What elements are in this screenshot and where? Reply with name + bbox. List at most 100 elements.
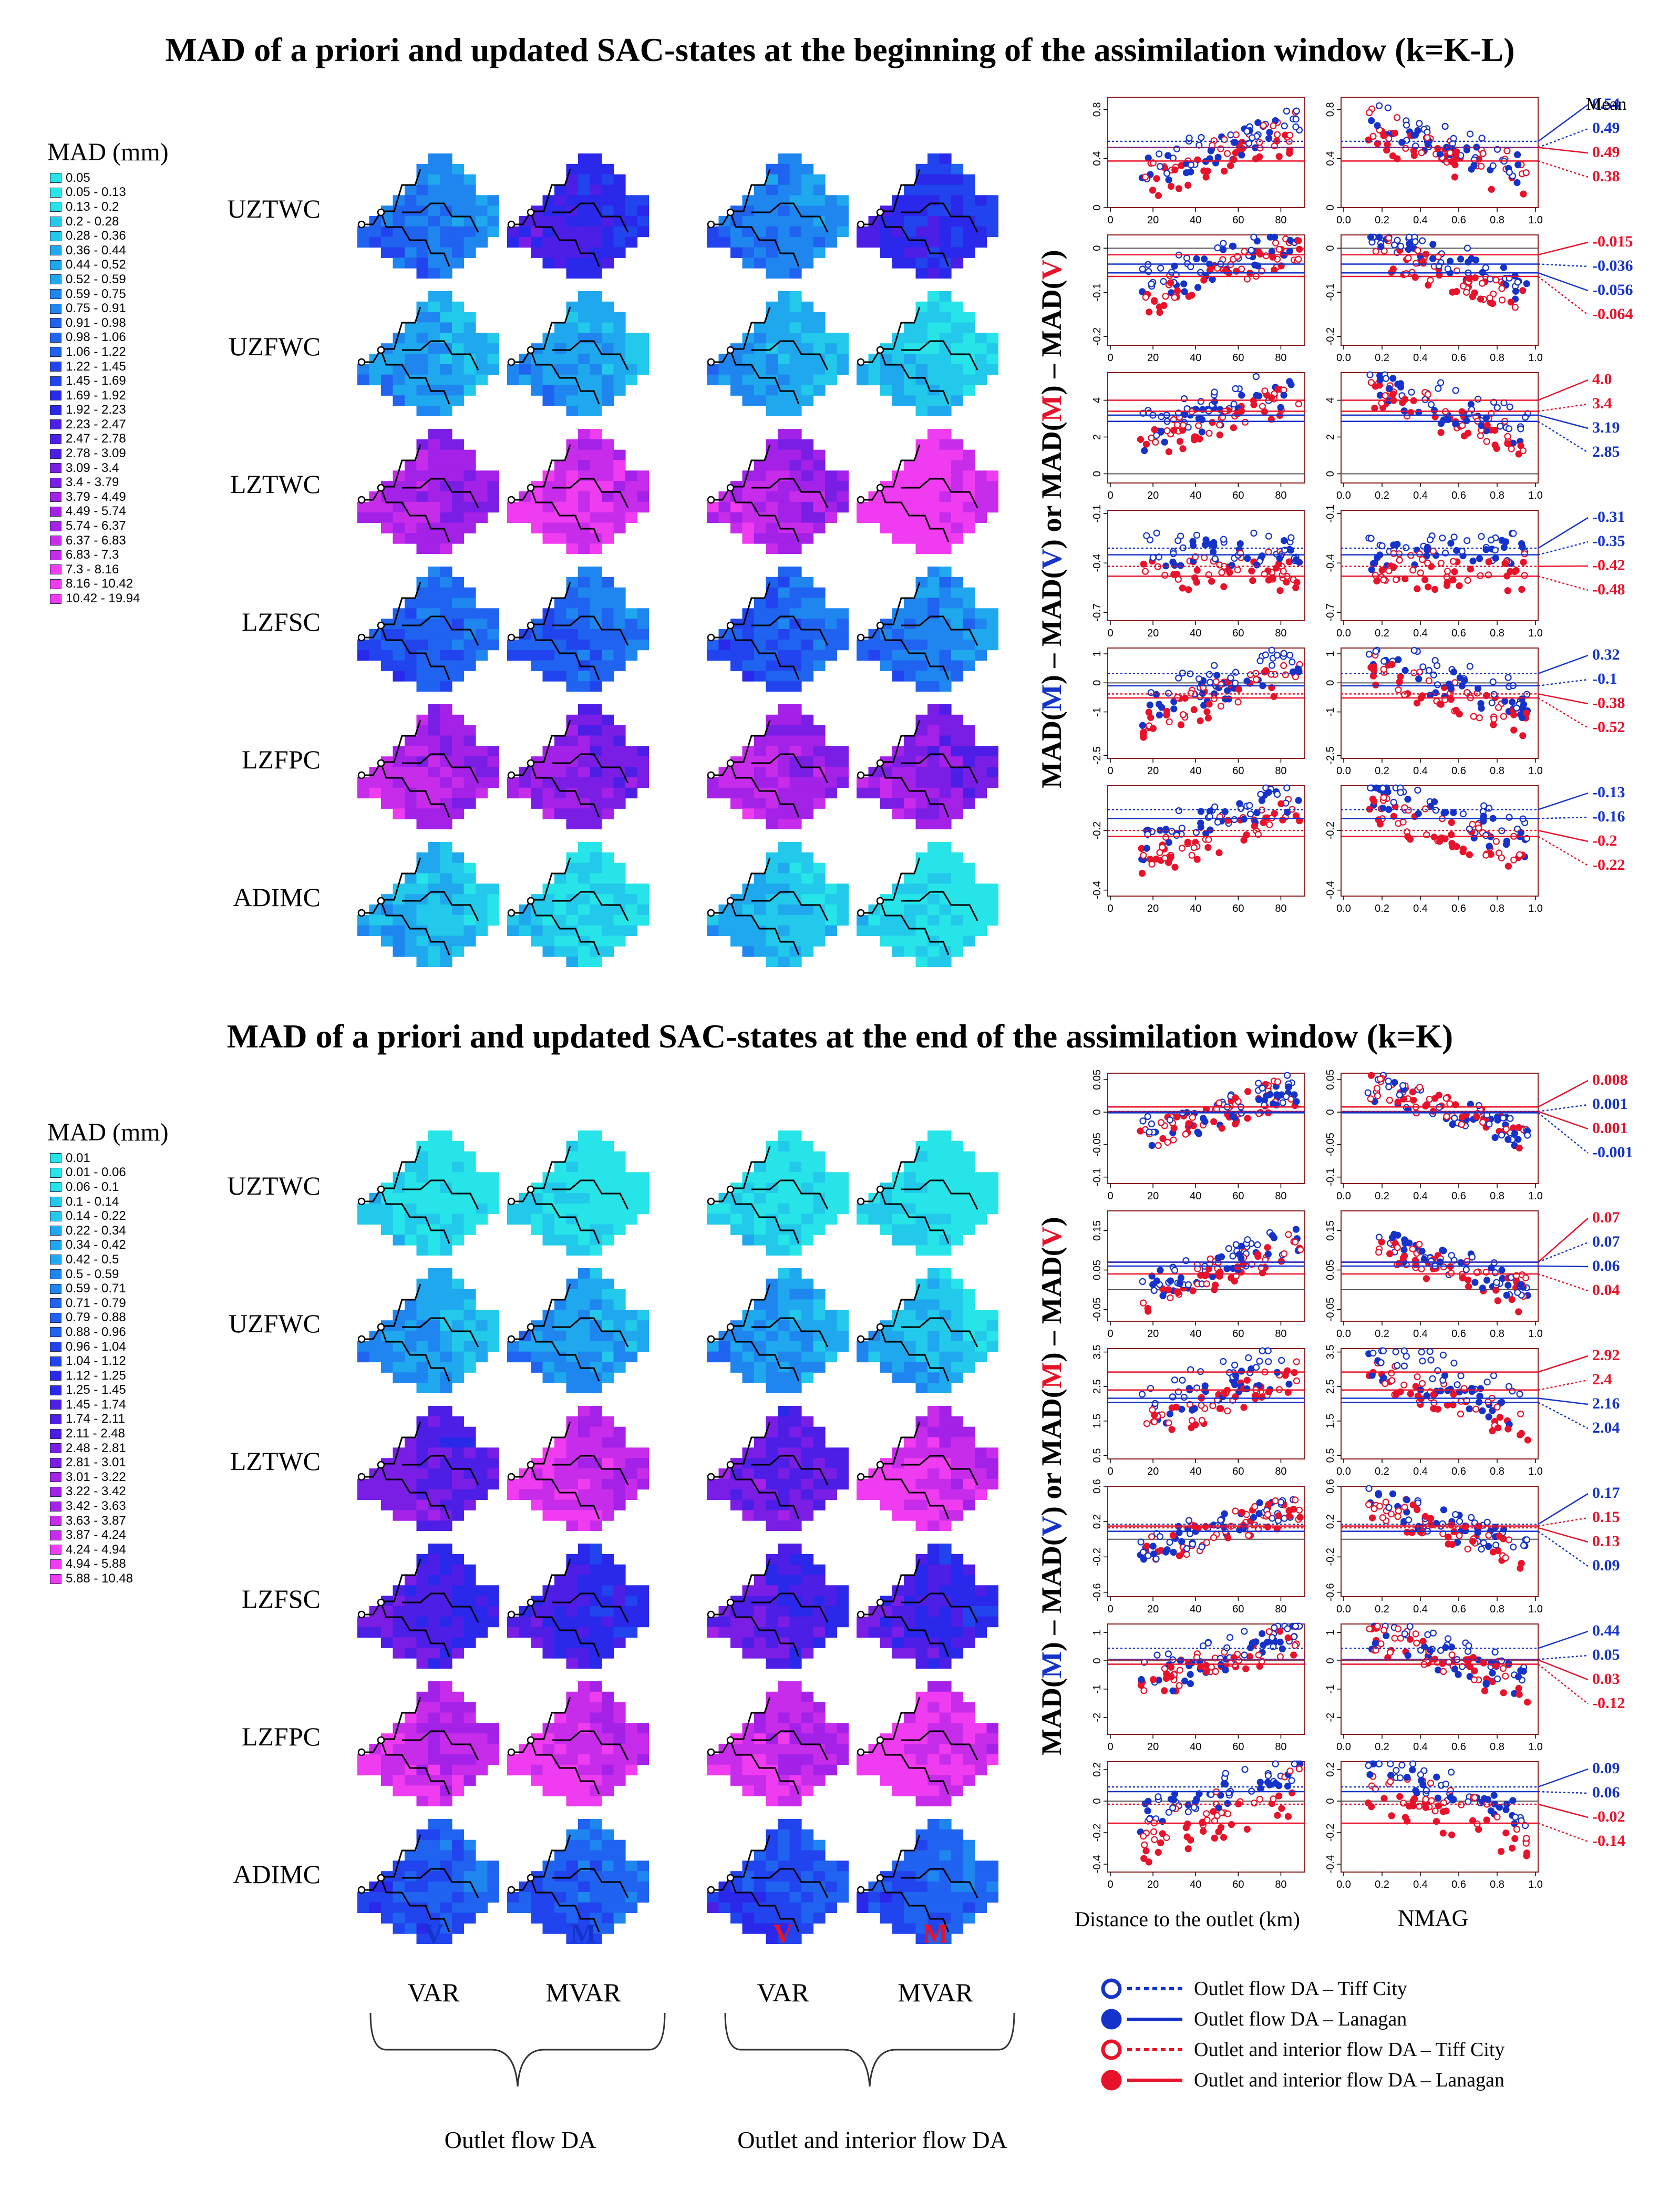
map-cell <box>416 395 429 406</box>
data-point <box>1149 187 1157 194</box>
data-point <box>1238 151 1245 159</box>
map-cell <box>825 226 838 238</box>
map-cell <box>939 364 952 375</box>
map-cell <box>428 354 441 365</box>
river-network <box>711 169 829 267</box>
map-cell <box>801 247 814 258</box>
map-cell <box>789 312 802 323</box>
map-cell <box>939 174 952 186</box>
legend-item: 2.78 - 3.09 <box>50 446 169 461</box>
map-cell <box>357 364 370 375</box>
map-cell <box>789 226 802 238</box>
map-cell <box>590 343 602 354</box>
map-cell <box>440 406 452 416</box>
legend-item: 6.37 - 6.83 <box>50 533 169 548</box>
data-point <box>1292 123 1300 130</box>
map-cell <box>766 216 778 227</box>
map-cell <box>915 216 928 227</box>
map-cell <box>428 374 441 386</box>
legend-swatch <box>50 419 61 430</box>
data-point <box>1275 153 1283 160</box>
map-cell <box>542 374 555 386</box>
map-cell <box>428 237 441 248</box>
river-network <box>511 169 629 267</box>
map-cell <box>742 216 755 227</box>
legend-item: 1.45 - 1.69 <box>50 374 169 388</box>
map-cell <box>554 354 567 365</box>
legend-swatch <box>50 217 61 227</box>
map-cell <box>892 374 904 386</box>
data-point <box>1380 132 1387 139</box>
map-cell <box>440 163 452 175</box>
map-cell <box>927 258 940 269</box>
legend-swatch <box>50 1371 61 1381</box>
map-cell <box>578 237 591 248</box>
y-tick-label: 0 <box>1091 245 1103 251</box>
map-cell <box>951 312 964 323</box>
map-cell <box>566 247 579 258</box>
map-cell <box>754 226 767 238</box>
legend-label: 0.13 - 0.2 <box>66 199 119 214</box>
map-cell <box>554 395 567 406</box>
map-cell <box>428 395 441 406</box>
map-cell <box>892 395 904 406</box>
map-cell <box>951 333 964 344</box>
legend-item: 3.42 - 3.63 <box>50 1499 169 1514</box>
watershed-map <box>707 153 849 279</box>
map-cell <box>440 291 452 302</box>
gauge-marker <box>857 358 865 366</box>
map-cell <box>440 216 452 227</box>
map-cell <box>625 374 638 386</box>
data-point <box>1488 186 1495 193</box>
map-cell <box>578 374 591 386</box>
data-point <box>1292 116 1300 123</box>
data-point <box>1293 107 1300 115</box>
legend-label: 0.22 - 0.34 <box>66 1223 126 1238</box>
map-cell <box>613 354 626 365</box>
legend-swatch <box>50 1327 61 1338</box>
map-cell <box>837 333 849 344</box>
map-cell <box>801 205 814 217</box>
map-cell <box>405 205 417 217</box>
legend-label: 0.75 - 0.91 <box>66 301 126 316</box>
legend-label: 2.11 - 2.48 <box>66 1426 125 1441</box>
legend-item: 1.12 - 1.25 <box>50 1369 169 1383</box>
map-cell <box>939 406 952 416</box>
legend-swatch <box>50 1501 61 1512</box>
legend-item: 1.06 - 1.22 <box>50 345 169 359</box>
legend-item: 1.25 - 1.45 <box>50 1383 169 1398</box>
map-cell <box>405 195 417 206</box>
data-point <box>1514 151 1521 158</box>
scatter-panel-distance: -0.2-0.100 20 40 60 80 <box>1091 233 1305 364</box>
map-cell <box>476 237 488 248</box>
map-cell <box>463 385 476 396</box>
legend-item: 7.3 - 8.16 <box>50 562 169 577</box>
data-point <box>1175 185 1182 192</box>
map-cell <box>915 195 928 206</box>
legend-label: 2.78 - 3.09 <box>66 446 126 461</box>
data-point <box>1470 156 1478 163</box>
map-cell <box>554 343 567 354</box>
map-cell <box>789 268 802 279</box>
data-point <box>1286 131 1294 139</box>
legend-swatch <box>50 477 61 488</box>
map-cell <box>542 354 555 365</box>
legend-item: 4.94 - 5.88 <box>50 1557 169 1572</box>
legend-item: 1.22 - 1.45 <box>50 359 169 374</box>
map-cell <box>393 216 405 227</box>
legend-label: 0.05 - 0.13 <box>66 185 126 200</box>
map-cell <box>393 385 405 396</box>
map-cell <box>963 247 975 258</box>
map-cell <box>789 163 802 175</box>
legend-swatch <box>50 1197 61 1207</box>
map-cell <box>915 268 928 279</box>
map-cell <box>766 333 778 344</box>
legend-item: 0.01 - 0.06 <box>50 1165 169 1180</box>
map-cell <box>357 374 370 386</box>
map-cell <box>754 205 767 217</box>
map-cell <box>939 268 952 279</box>
data-point <box>1366 109 1373 116</box>
legend-list: 0.05 0.05 - 0.13 0.13 - 0.2 0.2 - 0.28 0.28 … <box>50 171 169 606</box>
map-cell <box>463 237 476 248</box>
